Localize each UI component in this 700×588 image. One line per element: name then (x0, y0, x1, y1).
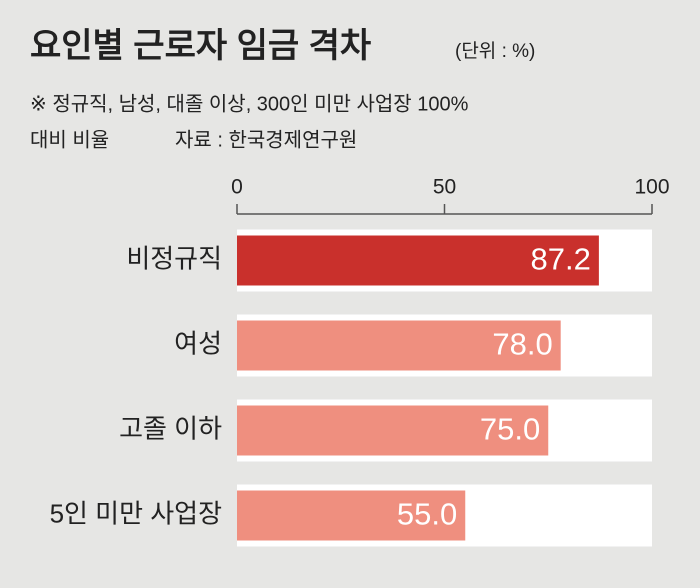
y-tick-label: 고졸 이하 (119, 413, 222, 443)
y-tick-label: 여성 (174, 328, 222, 358)
bar (237, 490, 466, 541)
y-tick-label: 비정규직 (126, 243, 222, 273)
bar (237, 320, 561, 371)
note-line: 대비 비율 (30, 128, 109, 151)
x-tick-label: 0 (231, 176, 243, 199)
bar (237, 405, 549, 456)
bar (237, 235, 599, 286)
unit: (단위 : %) (455, 40, 535, 62)
value-label: 78.0 (492, 327, 552, 362)
value-label: 75.0 (480, 412, 540, 447)
value-label: 87.2 (531, 242, 591, 277)
source: 자료 : 한국경제연구원 (175, 128, 357, 151)
y-tick-label: 5인 미만 사업장 (50, 498, 222, 528)
chart-title: 요인별 근로자 임금 격차 (30, 27, 371, 65)
value-label: 55.0 (397, 497, 457, 532)
x-tick-label: 50 (433, 176, 456, 199)
note-line: ※ 정규직, 남성, 대졸 이상, 300인 미만 사업장 100% (30, 92, 469, 115)
x-tick-label: 100 (634, 176, 669, 199)
